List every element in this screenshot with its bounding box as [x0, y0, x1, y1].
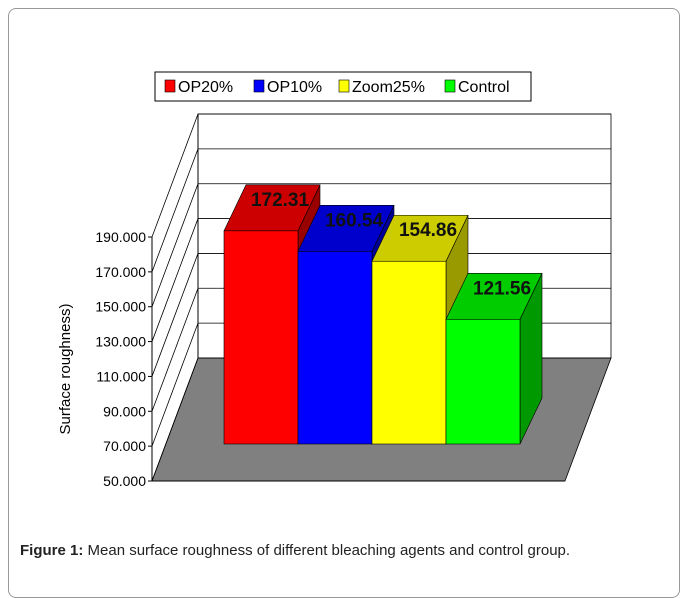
- y-tick-label: 130.000: [95, 334, 146, 350]
- y-tick-label: 90.000: [103, 403, 146, 419]
- side-grid-line: [151, 288, 199, 412]
- value-label: 121.56: [473, 278, 531, 299]
- caption-label: Figure 1:: [20, 542, 84, 559]
- y-tick-label: 50.000: [103, 473, 146, 489]
- caption-text: Mean surface roughness of different blea…: [87, 542, 571, 559]
- y-tick-label: 170.000: [95, 264, 146, 280]
- side-grid-line: [151, 148, 199, 272]
- bar: [371, 260, 447, 445]
- value-label: 160.54: [325, 210, 384, 231]
- caption: Figure 1: Mean surface roughness of diff…: [20, 540, 670, 561]
- bar: [297, 251, 373, 445]
- legend-swatch: [444, 79, 456, 93]
- side-grid-line: [151, 218, 199, 342]
- legend-swatch: [338, 79, 350, 93]
- legend-swatch: [164, 79, 176, 93]
- legend-label: Zoom25%: [352, 79, 425, 96]
- side-grid-line: [151, 113, 199, 238]
- legend-label: Control: [458, 79, 510, 96]
- bar: [445, 318, 521, 445]
- legend-label: OP10%: [267, 79, 322, 96]
- legend-label: OP20%: [178, 79, 233, 96]
- side-grid-line: [151, 357, 199, 482]
- y-tick-label: 70.000: [103, 438, 146, 454]
- bar: [223, 230, 299, 445]
- value-label: 172.31: [251, 190, 310, 211]
- y-axis-label: Surface roughness): [57, 304, 74, 435]
- side-grid-line: [151, 183, 199, 307]
- value-label: 154.86: [399, 220, 457, 241]
- y-tick-label: 150.000: [95, 299, 146, 315]
- side-grid-line: [151, 253, 199, 377]
- y-tick-label: 110.000: [96, 368, 146, 384]
- side-grid-line: [151, 323, 199, 447]
- legend-swatch: [253, 79, 265, 93]
- y-tick-label: 190.000: [95, 229, 146, 245]
